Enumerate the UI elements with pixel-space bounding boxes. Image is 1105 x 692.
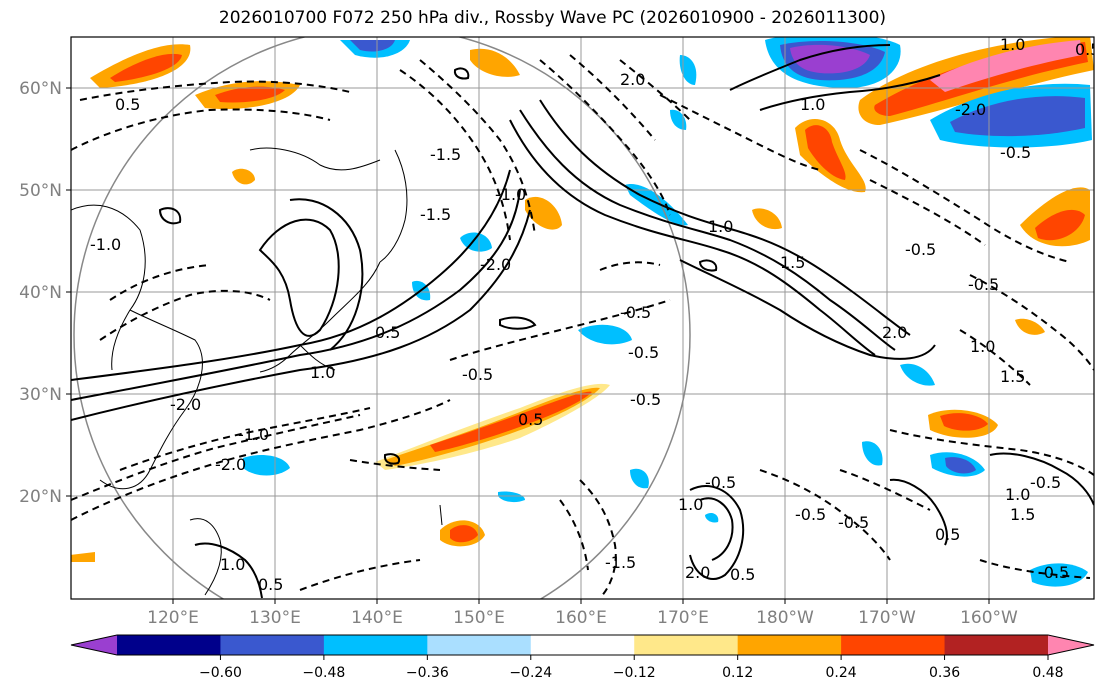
colorbar-segment [427,635,532,655]
contour-label: 0.5 [518,410,543,429]
contour-label: 1.0 [220,555,245,574]
contour-label: 2.0 [685,563,710,582]
coastlines [71,147,443,596]
colorbar-extend-high [1048,635,1094,655]
colorbar-segment [944,635,1049,655]
contour-label: -2.0 [480,255,511,274]
colorbar-tick-label: −0.60 [199,665,242,681]
colorbar-tick-label: −0.12 [613,665,656,681]
colorbar-segment [220,635,325,655]
colorbar-segments [117,635,1049,655]
colorbar-tick-label: 0.24 [826,665,857,681]
contour-label: -1.5 [430,145,461,164]
contour-label: 1.0 [708,217,733,236]
lat-label: 20°N [19,487,62,507]
contour-label: -0.5 [620,303,651,322]
lat-label: 40°N [19,283,62,303]
contour-label: 1.0 [1000,35,1025,54]
contour-label: 0.5 [115,95,140,114]
contour-lines-dashed [71,54,1094,599]
lon-label: 180°W [756,608,814,628]
contour-label: 0.5 [375,323,400,342]
contour-label: -0.5 [630,390,661,409]
lon-label: 160°W [960,608,1018,628]
contour-label: 1.0 [310,363,335,382]
contour-label: -0.5 [1030,473,1061,492]
plot-frame [70,36,1095,600]
contour-label: -2.0 [955,100,986,119]
contour-label: -0.5 [628,343,659,362]
colorbar-tick-label: 0.48 [1032,665,1063,681]
colorbar-outline [70,634,1095,656]
contour-label: 0.5 [935,525,960,544]
contour-label: -0.5 [705,473,736,492]
contour-label: 1.5 [1000,367,1025,386]
contour-lines [71,44,1094,599]
lat-label: 60°N [19,79,62,99]
colorbar-segment [117,635,221,655]
plot-area [71,37,1094,599]
graticule [71,37,1094,599]
contour-label: 1.0 [1005,485,1030,504]
contour-label: -1.5 [420,205,451,224]
colorbar-tick-label: 0.12 [722,665,753,681]
contour-label: 0.5 [258,575,283,594]
colorbar-segment [841,635,946,655]
contour-label: -0.5 [1000,143,1031,162]
contour-label: 2.0 [620,70,645,89]
contour-labels: 0.5 2.0 1.0 0.5 1.0 -2.0 -0.5 1.0 -0.5 1… [90,35,1100,594]
contour-label: -0.5 [838,513,869,532]
contour-label: -1.0 [495,185,526,204]
lon-label: 120°E [147,608,199,628]
colorbar-tick-label: −0.24 [509,665,552,681]
contour-label: -2.0 [170,395,201,414]
colorbar-tick-label: 0.36 [929,665,960,681]
map-title: 2026010700 F072 250 hPa div., Rossby Wav… [218,8,887,28]
contour-label: -0.5 [462,365,493,384]
axis-ticks [66,87,990,604]
contour-label: 0.5 [730,565,755,584]
lat-label: 30°N [19,385,62,405]
contour-label: -0.5 [905,240,936,259]
contour-label: 1.0 [800,95,825,114]
lat-label: 50°N [19,181,62,201]
colorbar-segment [323,635,428,655]
contour-label: -1.0 [238,425,269,444]
colorbar-segment [737,635,842,655]
reference-circle [73,37,691,599]
contour-label: 1.5 [1010,505,1035,524]
contour-label: 1.0 [970,337,995,356]
contour-label: -2.0 [215,455,246,474]
colorbar-tick-label: −0.36 [406,665,449,681]
lon-label: 130°E [249,608,301,628]
contour-label: -0.5 [795,505,826,524]
colorbar-extend-low [71,635,117,655]
contour-label: -0.5 [1038,563,1069,582]
colorbar-segment [634,635,739,655]
contour-label: 1.5 [780,253,805,272]
contour-label: -0.5 [968,275,999,294]
lon-label: 170°E [657,608,709,628]
contour-label: 0.5 [1075,40,1100,59]
colorbar-segment [530,635,635,655]
colorbar: −0.60 −0.48 −0.36 −0.24 −0.12 0.12 0.24 0.36 0.4… [70,634,1095,681]
lon-label: 140°E [351,608,403,628]
lon-label: 160°E [555,608,607,628]
colorbar-tick-label: −0.48 [302,665,345,681]
contour-label: 1.0 [678,495,703,514]
longitude-labels: 120°E 130°E 140°E 150°E 160°E 170°E 180°… [147,608,1018,628]
latitude-labels: 60°N 50°N 40°N 30°N 20°N [19,79,62,507]
contour-label: 2.0 [882,323,907,342]
contour-label: -1.0 [90,235,121,254]
lon-label: 170°W [858,608,916,628]
contour-label: -1.5 [605,553,636,572]
colorbar-ticks: −0.60 −0.48 −0.36 −0.24 −0.12 0.12 0.24 0.36 0.4… [199,655,1064,681]
lon-label: 150°E [453,608,505,628]
